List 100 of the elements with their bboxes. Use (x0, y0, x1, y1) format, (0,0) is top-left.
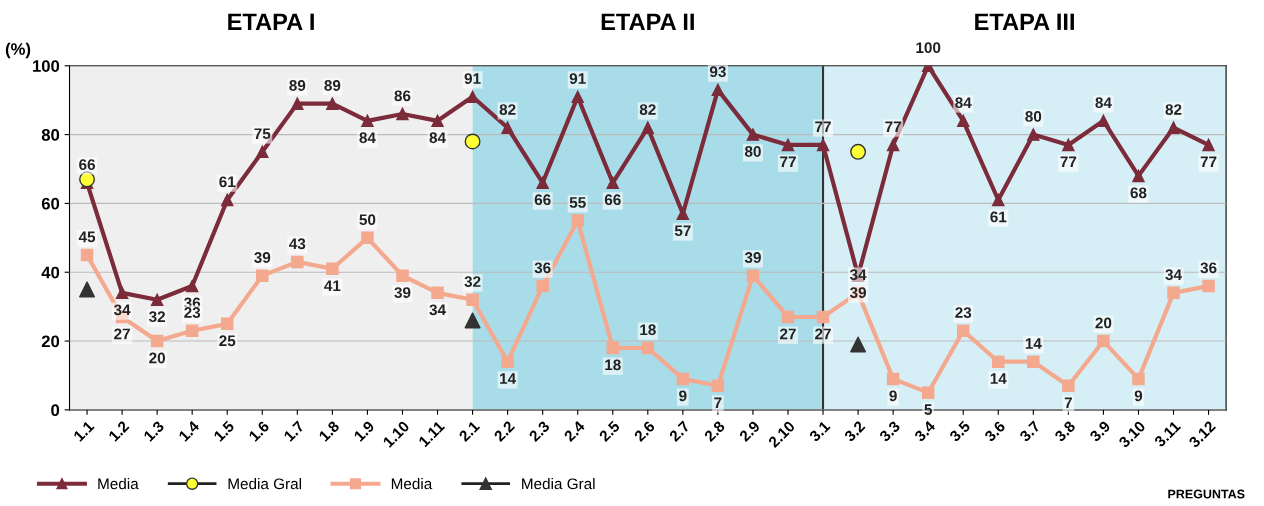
y-tick-label: 60 (41, 197, 60, 210)
x-tick-label: 1.3 (143, 420, 165, 442)
point (571, 214, 584, 227)
point (676, 207, 690, 220)
data-label: 77 (815, 121, 831, 133)
point (711, 379, 725, 393)
point (956, 114, 970, 128)
point (220, 193, 234, 207)
point (256, 269, 269, 282)
point (571, 90, 584, 103)
data-label: 14 (1025, 338, 1042, 349)
data-label: 39 (744, 252, 761, 263)
point (956, 324, 970, 337)
x-tick-label: 2.7 (668, 420, 691, 443)
x-tick-label: 3.3 (878, 420, 901, 443)
data-label: 45 (78, 231, 96, 243)
data-label: 36 (534, 262, 551, 274)
point (79, 281, 96, 298)
x-tick-label: 3.4 (913, 419, 937, 443)
data-label: 7 (1064, 397, 1072, 408)
data-label: 68 (1130, 187, 1147, 199)
point (396, 107, 409, 121)
band-label: ETAPA I (228, 13, 314, 30)
data-label: 77 (1060, 156, 1077, 168)
data-label: 27 (780, 328, 796, 340)
data-label: 41 (324, 280, 341, 291)
point (79, 171, 96, 188)
x-tick-label: 1.2 (108, 420, 130, 442)
data-label: 27 (114, 328, 130, 340)
data-label: 43 (289, 238, 306, 250)
point (220, 317, 234, 331)
point (711, 83, 725, 97)
x-tick-label: 3.2 (843, 420, 866, 443)
data-label: 23 (184, 307, 201, 318)
point (1202, 138, 1215, 152)
point (1062, 379, 1075, 393)
data-label: 34 (113, 304, 131, 316)
point (1202, 279, 1215, 293)
data-label: 23 (955, 307, 972, 318)
data-label: 14 (500, 373, 517, 384)
data-label: 14 (990, 373, 1007, 384)
data-label: 93 (709, 66, 726, 78)
x-tick-label: 1.4 (178, 420, 200, 442)
point (431, 114, 444, 128)
x-tick-label: 2.4 (563, 419, 586, 443)
data-label: 9 (1134, 390, 1143, 402)
point (501, 355, 514, 368)
x-tick-label: 2.1 (458, 420, 481, 443)
x-tick-label: 2.6 (633, 420, 656, 443)
x-tick-label: 1.11 (418, 420, 446, 448)
point (256, 145, 269, 159)
point (1132, 169, 1145, 183)
point (1097, 334, 1110, 348)
data-label: 91 (464, 73, 481, 85)
data-label: 100 (916, 42, 941, 54)
point (1097, 114, 1110, 128)
data-label: 18 (605, 359, 621, 371)
point (781, 310, 795, 324)
data-label: 77 (780, 156, 796, 168)
data-label: 80 (1025, 111, 1042, 122)
data-label: 9 (679, 390, 687, 402)
point (992, 193, 1005, 207)
point (291, 97, 304, 110)
data-label: 89 (289, 80, 306, 91)
data-label: 18 (640, 324, 656, 336)
data-label: 61 (990, 211, 1007, 223)
point (326, 97, 339, 110)
x-tick-label: 3.7 (1018, 420, 1041, 443)
data-label: 84 (429, 132, 446, 144)
point (606, 176, 620, 190)
point (150, 334, 164, 348)
point (886, 372, 900, 386)
point (291, 255, 304, 269)
point (185, 279, 199, 293)
data-label: 39 (254, 252, 271, 263)
legend-label: Media Gral (522, 478, 595, 490)
band-label: ETAPA II (601, 13, 694, 30)
point (431, 286, 444, 300)
data-label: 66 (534, 194, 551, 206)
point (641, 341, 655, 355)
y-tick-label: 100 (33, 60, 60, 72)
data-label: 27 (815, 328, 831, 340)
point (536, 279, 549, 293)
data-label: 34 (849, 269, 867, 281)
point (606, 341, 620, 355)
band-label: ETAPA III (975, 13, 1074, 30)
x-tick-label: 3.11 (1153, 420, 1182, 448)
point (1027, 355, 1040, 368)
legend-label: Media Gral (228, 478, 301, 490)
y-axis-title: (%) (5, 42, 31, 59)
x-tick-label: 2.2 (493, 420, 516, 443)
data-label: 39 (394, 287, 411, 299)
data-label: 34 (429, 304, 446, 316)
data-label: 82 (1165, 104, 1182, 115)
data-label: 32 (148, 311, 166, 323)
data-label: 55 (569, 197, 586, 208)
y-tick-label: 0 (51, 404, 60, 417)
point (816, 310, 830, 324)
point (536, 176, 549, 190)
point (361, 114, 374, 128)
